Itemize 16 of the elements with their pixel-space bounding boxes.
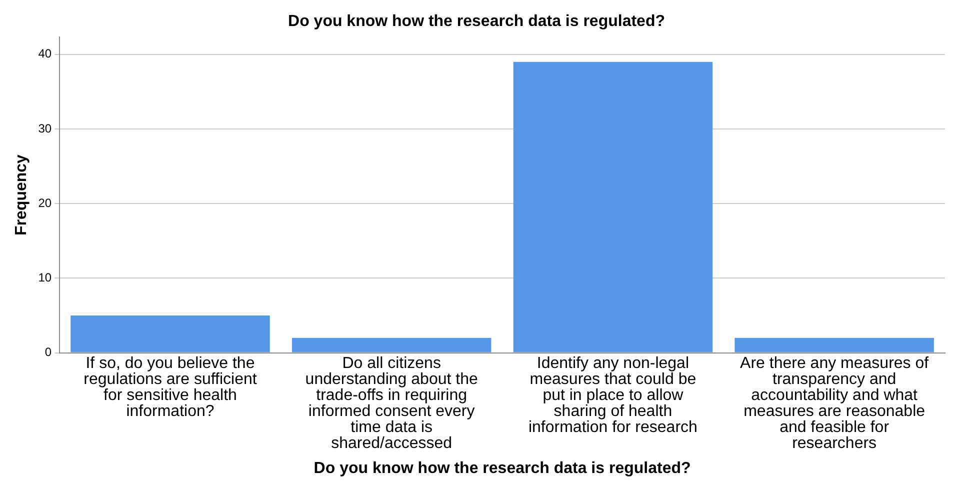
x-axis-title: Do you know how the research data is regulated? <box>314 460 691 477</box>
x-tick-label: If so, do you believe the regulations are sufficient for sensitive health information? <box>84 355 258 420</box>
bar <box>292 338 492 352</box>
y-tick-label: 30 <box>38 121 52 136</box>
x-tick-label: Identify any non-legal measures that could be put in place to allow sharing of health information for research <box>528 355 698 436</box>
bar <box>70 315 270 352</box>
x-tick-label: Are there any measures of transparency and accountability and what measures are reasonable and feasible for researchers <box>740 355 930 452</box>
bar <box>734 338 934 352</box>
bar <box>513 62 713 352</box>
x-tick-label: Do all citizens understanding about the trade-offs in requiring informed consent every time data is shared/accessed <box>305 355 478 452</box>
chart-title: Do you know how the research data is regulated? <box>288 13 665 30</box>
y-tick-label: 40 <box>38 46 52 61</box>
y-tick-label: 10 <box>38 270 52 285</box>
y-tick-label: 0 <box>44 345 52 360</box>
y-tick-label: 20 <box>38 196 52 210</box>
y-axis-title: Frequency <box>13 154 30 236</box>
